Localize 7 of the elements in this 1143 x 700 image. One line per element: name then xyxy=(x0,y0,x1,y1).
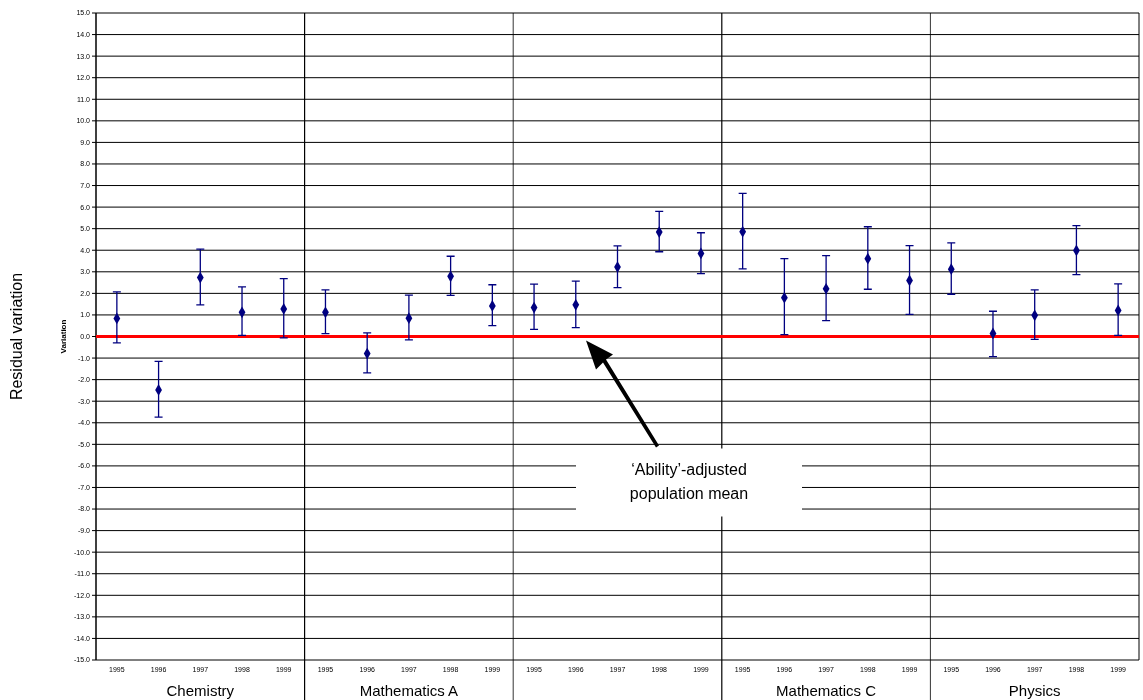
annotation: ‘Ability’-adjusted population mean xyxy=(629,460,749,502)
text: Mathematics A xyxy=(359,682,459,699)
text: Physics xyxy=(1008,682,1061,699)
text: Variation xyxy=(59,319,68,354)
text: Chemistry xyxy=(166,682,235,699)
text: Mathematics C xyxy=(776,682,877,699)
y-axis-title: Residual variation xyxy=(8,272,25,401)
